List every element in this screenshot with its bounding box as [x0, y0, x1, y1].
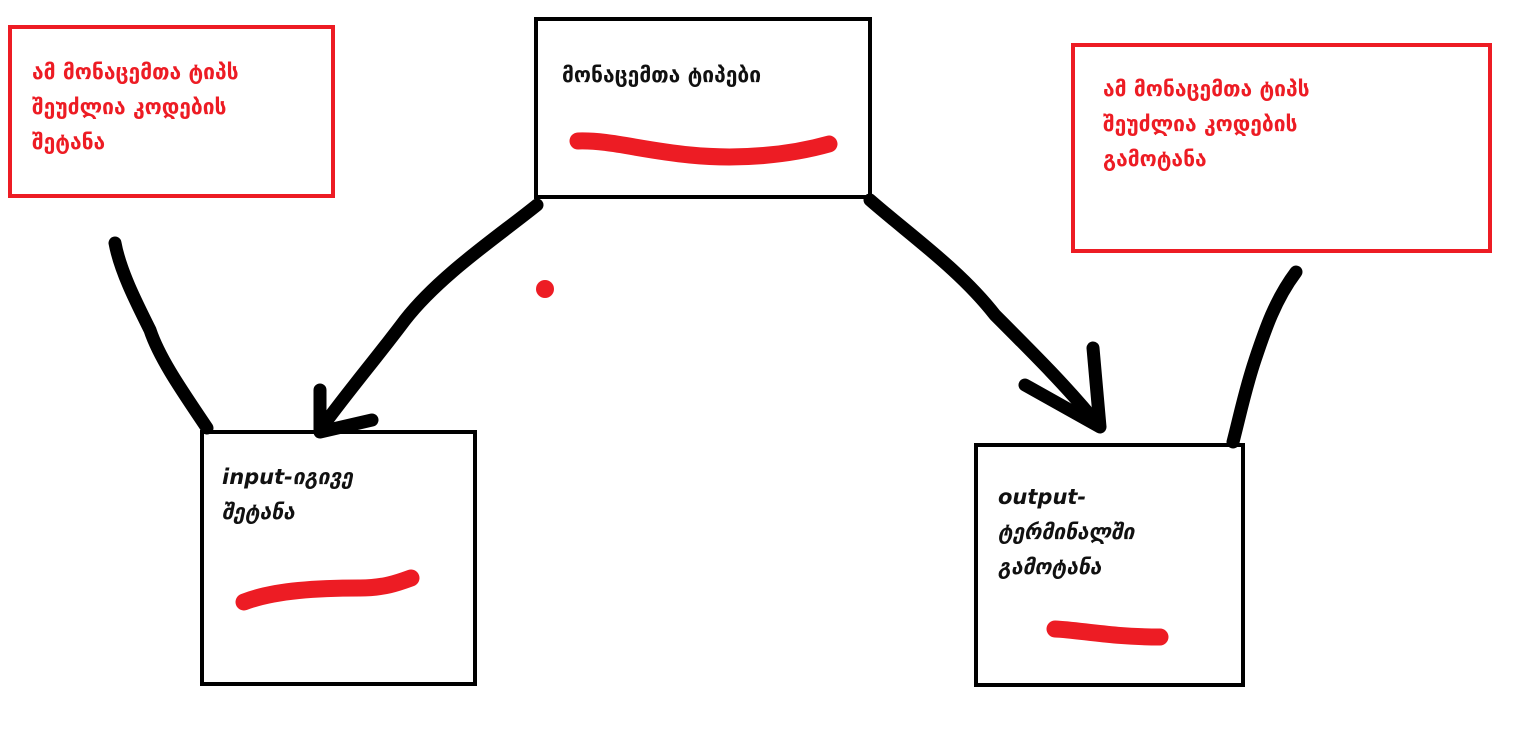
left-note-text: ამ მონაცემთა ტიპს შეუძლია კოდების შეტანა: [32, 60, 239, 154]
center-box: [534, 17, 872, 199]
red-dot: [536, 280, 554, 298]
arrow-to-input: [313, 198, 544, 437]
connector-right-note: [1226, 265, 1303, 449]
arrow-to-input-head: [313, 383, 379, 439]
input-box-title: input-იგივე შეტანა: [222, 465, 353, 524]
right-note-box: [1071, 43, 1492, 253]
output-box: [974, 443, 1245, 687]
input-box-underline: [235, 569, 420, 611]
arrow-to-output-head: [1018, 341, 1107, 434]
connector-left-note: [108, 236, 214, 435]
arrow-to-output: [863, 193, 1105, 432]
left-note-box: [8, 25, 335, 198]
output-box-title: output- ტერმინალში გამოტანა: [998, 485, 1135, 579]
center-box-title: მონაცემთა ტიპები: [562, 63, 762, 87]
center-box-underline: [569, 132, 838, 166]
output-box-underline: [1046, 620, 1169, 646]
right-note-text: ამ მონაცემთა ტიპს შეუძლია კოდების გამოტა…: [1103, 77, 1310, 171]
